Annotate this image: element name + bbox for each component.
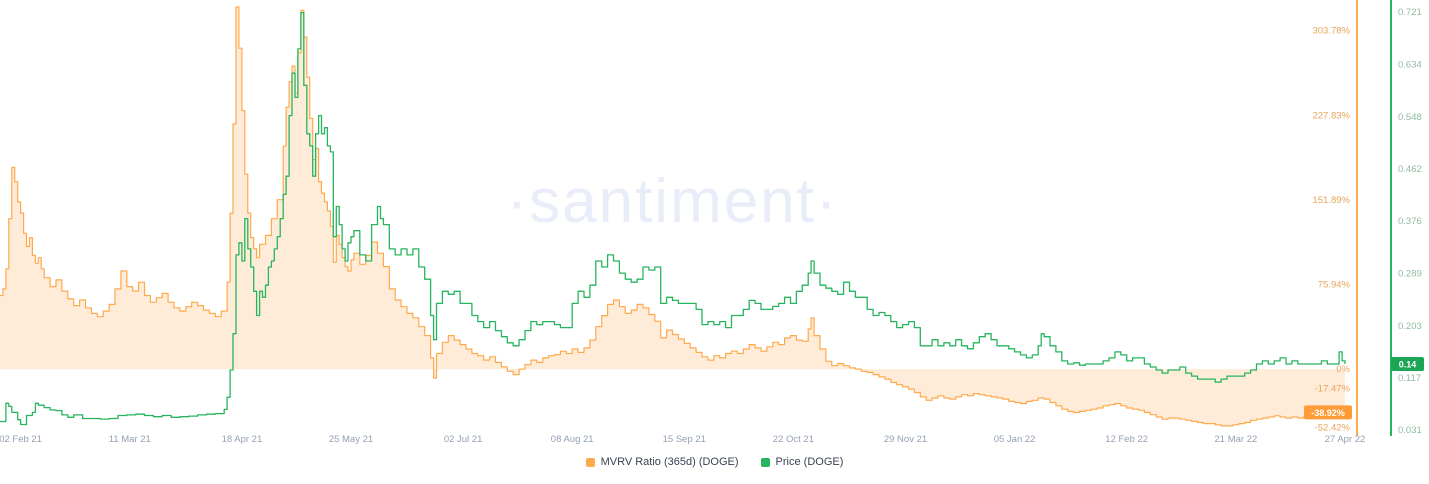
date-tick-label: 25 May 21 <box>329 434 373 445</box>
mvrv-axis-tick-label: -17.47% <box>1315 384 1351 395</box>
mvrv-legend-swatch <box>585 457 595 467</box>
price-axis-tick-label: 0.376 <box>1398 216 1422 227</box>
price-axis-tick-label: 0.721 <box>1398 7 1422 18</box>
mvrv-axis-current-badge <box>1304 405 1352 420</box>
price-legend-label: Price (DOGE) <box>775 456 844 468</box>
date-tick-label: 11 Mar 21 <box>109 434 151 445</box>
price-axis-tick-label: 0.462 <box>1398 164 1422 175</box>
mvrv-axis-current-value: -38.92% <box>1311 408 1345 418</box>
price-axis-tick-label: 0.548 <box>1398 112 1422 123</box>
date-tick-label: 22 Oct 21 <box>773 434 814 445</box>
legend-item-mvrv[interactable]: MVRV Ratio (365d) (DOGE) <box>585 456 739 468</box>
price-axis-tick-label: 0.031 <box>1398 425 1422 436</box>
date-tick-label: 27 Apr 22 <box>1325 434 1366 445</box>
date-tick-label: 12 Feb 22 <box>1105 434 1148 445</box>
date-tick-label: 21 Mar 22 <box>1215 434 1258 445</box>
santiment-watermark: ·santiment· <box>506 167 839 236</box>
date-tick-label: 18 Apr 21 <box>222 434 263 445</box>
date-tick-label: 15 Sep 21 <box>663 434 706 445</box>
mvrv-axis: 303.78% 227.83% 151.89% 75.94% 0% -17.47% -52.… <box>1304 0 1358 436</box>
mvrv-ratio-series <box>0 6 1346 427</box>
price-axis-tick-label: 0.634 <box>1398 60 1422 71</box>
price-legend-swatch <box>760 457 770 467</box>
price-axis-tick-label: 0.117 <box>1398 373 1421 384</box>
mvrv-axis-tick-label: 75.94% <box>1318 280 1351 291</box>
date-tick-label: 29 Nov 21 <box>884 434 927 445</box>
mvrv-axis-tick-label: 227.83% <box>1312 110 1350 121</box>
price-series <box>0 11 1346 426</box>
mvrv-axis-tick-label: 151.89% <box>1312 195 1350 206</box>
date-axis: 02 Feb 21 11 Mar 21 18 Apr 21 25 May 21 02 J… <box>0 434 1365 445</box>
chart-legend: MVRV Ratio (365d) (DOGE) Price (DOGE) <box>0 456 1429 468</box>
price-axis: 0.721 0.634 0.548 0.462 0.376 0.289 0.203 0.117… <box>1390 0 1424 436</box>
price-axis-current-badge <box>1391 357 1424 371</box>
mvrv-line <box>0 6 1346 427</box>
mvrv-axis-tick-label: 0% <box>1336 364 1350 375</box>
date-tick-label: 02 Jul 21 <box>444 434 483 445</box>
mvrv-axis-tick-label: -52.42% <box>1315 423 1351 434</box>
price-line <box>0 11 1346 426</box>
legend-item-price[interactable]: Price (DOGE) <box>760 456 844 468</box>
mvrv-legend-label: MVRV Ratio (365d) (DOGE) <box>600 456 739 468</box>
mvrv-axis-tick-label: 303.78% <box>1312 26 1350 37</box>
date-tick-label: 08 Aug 21 <box>551 434 594 445</box>
date-tick-label: 02 Feb 21 <box>0 434 42 445</box>
price-axis-tick-label: 0.203 <box>1398 321 1422 332</box>
mvrv-area-fill <box>0 7 1345 426</box>
price-axis-current-value: 0.14 <box>1399 360 1417 370</box>
price-axis-tick-label: 0.289 <box>1398 269 1422 280</box>
date-tick-label: 05 Jan 22 <box>994 434 1036 445</box>
